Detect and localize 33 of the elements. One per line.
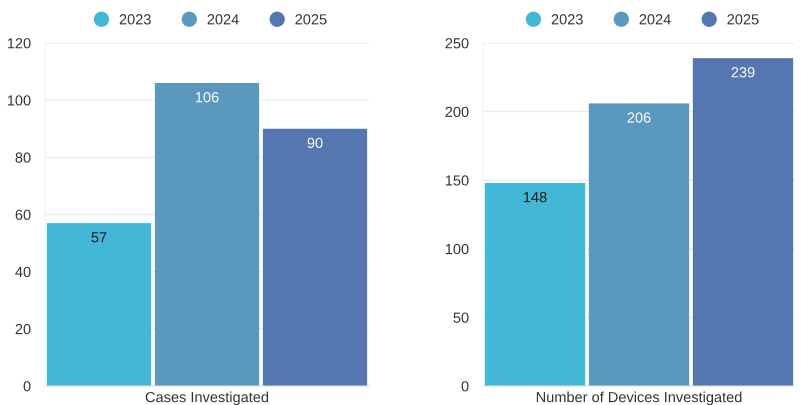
data-label: 148: [524, 192, 547, 202]
bar: [588, 103, 690, 386]
bar: [692, 58, 794, 386]
bar: [484, 182, 586, 386]
legend-label: 2024: [640, 14, 671, 25]
y-tick-label: 50: [453, 312, 469, 323]
legend-label: 2023: [552, 14, 583, 25]
legend-label: 2023: [120, 14, 151, 25]
bar: [262, 128, 368, 386]
data-label: 106: [196, 92, 219, 102]
y-tick-label: 120: [8, 38, 31, 48]
data-label: 206: [628, 112, 651, 123]
y-tick-label: 40: [15, 266, 31, 278]
legend-label: 2024: [208, 14, 239, 25]
data-label: 90: [308, 138, 323, 148]
legend-label: 2025: [727, 14, 759, 25]
y-tick-label: 200: [446, 106, 469, 118]
y-tick-label: 80: [16, 152, 31, 163]
data-label: 57: [91, 232, 106, 242]
y-tick-label: 150: [446, 175, 469, 186]
bar: [46, 223, 152, 386]
y-tick-label: 100: [446, 244, 469, 254]
bar: [154, 83, 260, 386]
y-tick-label: 0: [462, 381, 469, 392]
y-tick-label: 60: [16, 210, 31, 220]
y-tick-label: 20: [16, 324, 31, 334]
legend-label: 2025: [295, 14, 327, 25]
data-label: 239: [732, 67, 754, 78]
y-tick-label: 250: [446, 38, 469, 48]
x-tick-label: Number of Devices Investigated: [536, 392, 742, 405]
x-tick-label: Cases Investigated: [146, 392, 268, 405]
y-tick-label: 0: [24, 381, 31, 392]
y-tick-label: 100: [8, 95, 31, 106]
